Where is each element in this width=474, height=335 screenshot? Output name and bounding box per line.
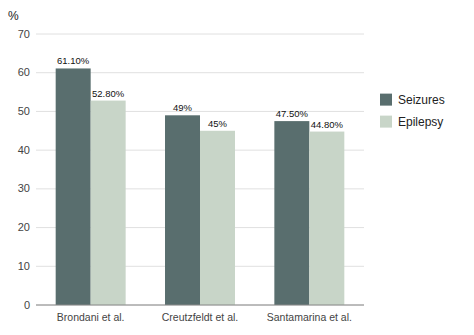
grid-line — [36, 305, 364, 306]
y-tick-label: 70 — [18, 28, 30, 40]
legend-label: Seizures — [398, 93, 445, 107]
bar — [200, 131, 235, 305]
x-axis-line — [36, 305, 364, 306]
bars — [56, 68, 345, 305]
data-label: 47.50% — [276, 108, 309, 119]
grid-line — [36, 34, 364, 35]
chart: 0 10 20 30 40 50 60 70% 61.10% 52.80% 49% 45% 47.50%… — [0, 0, 474, 335]
data-label: 45% — [208, 118, 228, 129]
bar — [309, 132, 344, 305]
data-labels: 61.10% 52.80% 49% 45% 47.50%44.80% — [57, 55, 343, 129]
x-tick-label: Santamarina et al. — [267, 311, 352, 323]
y-tick-label: 10 — [18, 260, 30, 272]
y-axis-label: % — [8, 9, 19, 23]
y-tick-label: 50 — [18, 105, 30, 117]
y-tick-label: 20 — [18, 221, 30, 233]
y-tick-label: 30 — [18, 182, 30, 194]
x-tick-label: Creutzfeldt et al. — [162, 311, 238, 323]
bar — [56, 68, 91, 305]
bar — [274, 121, 309, 305]
bar — [91, 101, 126, 305]
y-tick-label: 60 — [18, 66, 30, 78]
x-tick-label: Brondani et al. — [57, 311, 125, 323]
legend: Seizures Epilepsy — [380, 93, 445, 129]
legend-label: Epilepsy — [398, 115, 443, 129]
data-label: 44.80% — [311, 119, 344, 130]
legend-swatch — [380, 116, 392, 128]
y-tick-label: 0 — [24, 299, 30, 311]
grid — [36, 34, 364, 305]
legend-swatch — [380, 94, 392, 106]
data-label: 52.80% — [92, 88, 125, 99]
data-label: 61.10% — [57, 55, 90, 66]
y-tick-label: 40 — [18, 144, 30, 156]
bar — [165, 115, 200, 305]
data-label: 49% — [173, 102, 193, 113]
